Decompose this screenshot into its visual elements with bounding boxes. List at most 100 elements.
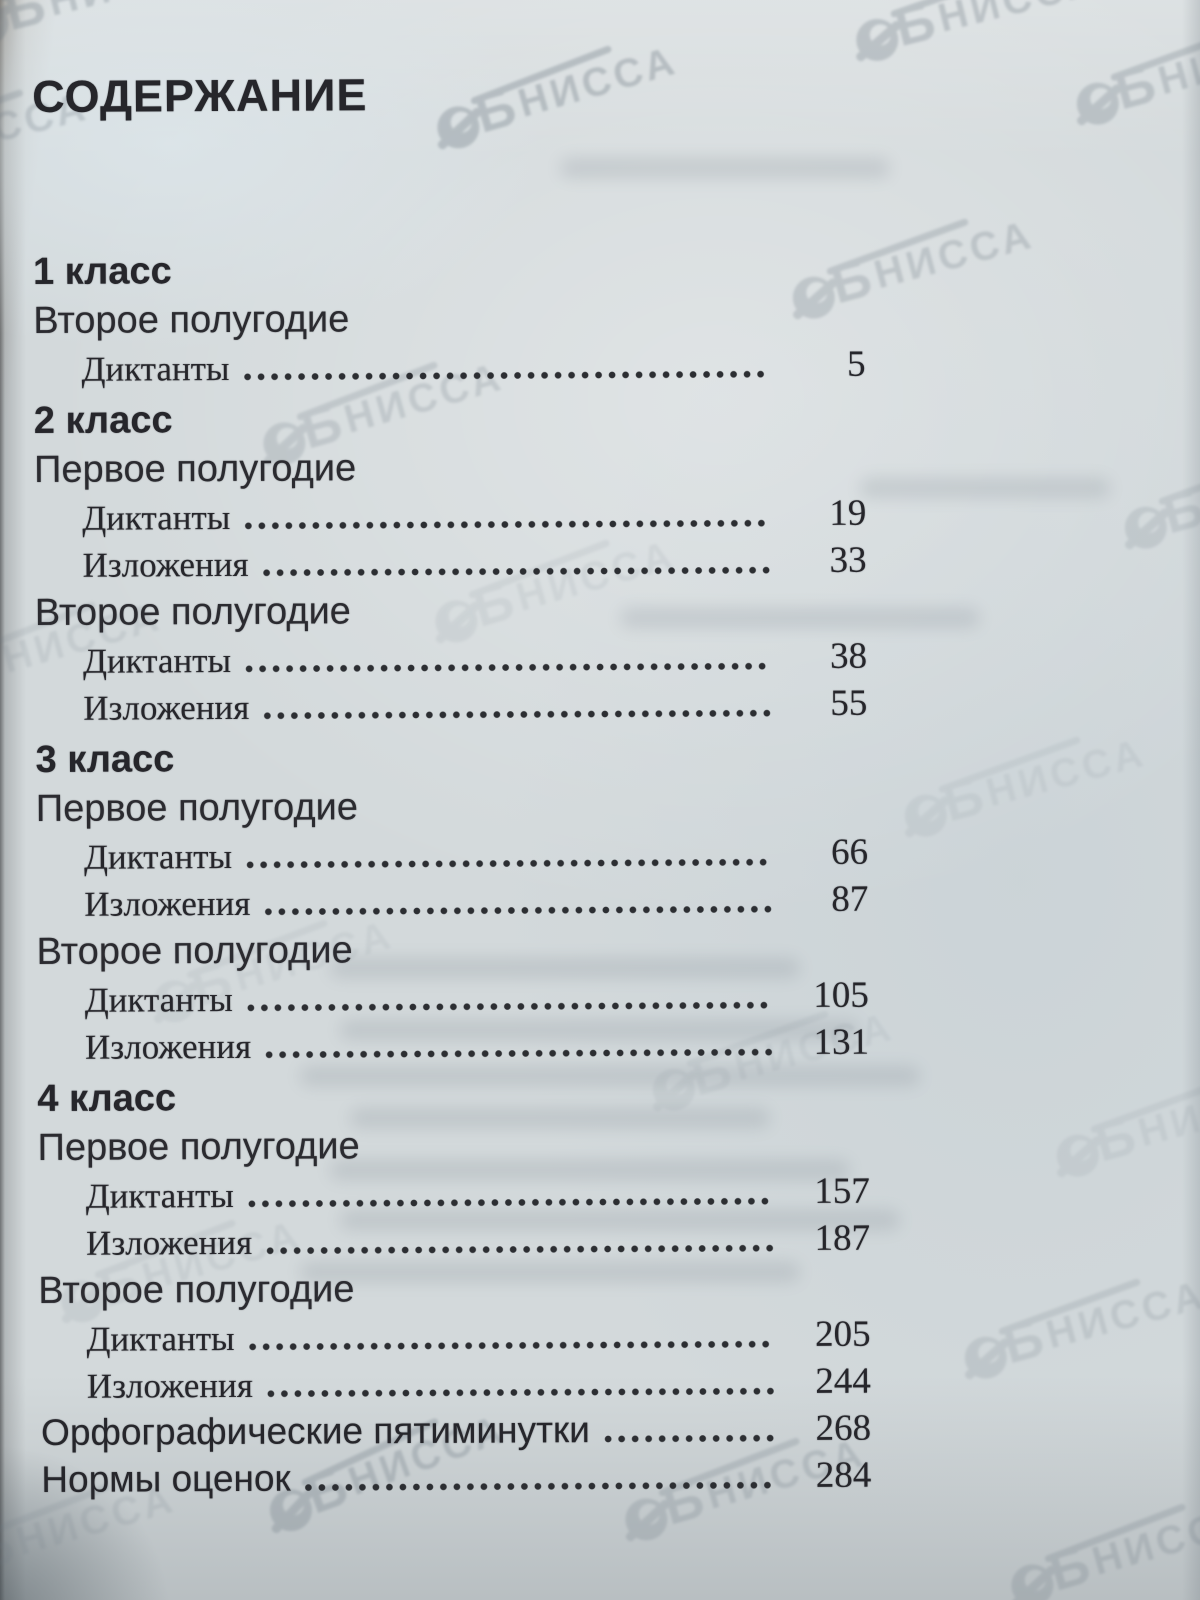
- toc-entry-label: Диктанты: [85, 1175, 234, 1216]
- toc-list: 1 класс Второе полугодие Диктанты 5 2 класс П…: [32, 234, 872, 1500]
- toc-entry: Изложения 33: [34, 532, 867, 585]
- toc-entry: Диктанты 205: [38, 1306, 871, 1359]
- toc-entry-page-number: 131: [813, 1021, 870, 1063]
- toc-entry-page-number: 19: [829, 492, 867, 534]
- showthrough-artifact: [330, 958, 800, 978]
- toc-entry-page-number: 66: [830, 831, 869, 873]
- toc-entry-page-number: 268: [815, 1407, 872, 1449]
- showthrough-artifact: [300, 1262, 800, 1282]
- nissa-logo-icon: Б: [1069, 23, 1200, 131]
- dot-leader: [262, 904, 773, 917]
- toc-entry-label: Изложения: [84, 883, 251, 924]
- dot-leader: [244, 1000, 773, 1013]
- semester-heading: Второе полугодие: [34, 590, 351, 634]
- grade-heading: 4 класс: [37, 1077, 177, 1120]
- toc-entry-page-number: 38: [829, 635, 868, 677]
- showthrough-artifact: [350, 1108, 770, 1128]
- watermark-text: НИССА: [934, 0, 1103, 41]
- showthrough-artifact: [300, 1066, 920, 1086]
- nissa-logo-icon: Б: [0, 1482, 111, 1594]
- toc-entry: Изложения 55: [35, 675, 868, 728]
- watermark-text: НИССА: [1153, 18, 1200, 104]
- dot-leader: [601, 1433, 776, 1445]
- semester-heading: Второе полугодие: [36, 929, 353, 973]
- toc-entry-page-number: 157: [814, 1170, 870, 1212]
- toc-entry: Изложения 187: [38, 1210, 871, 1263]
- toc-entry: Орфографические пятиминутки 268: [39, 1400, 872, 1453]
- toc-entry-label: Изложения: [84, 1026, 252, 1067]
- semester-heading: Первое полугодие: [33, 447, 357, 491]
- dot-leader: [260, 565, 771, 578]
- toc-entry-label: Изложения: [86, 1222, 253, 1263]
- page-title: СОДЕРЖАНИЕ: [31, 69, 368, 122]
- showthrough-artifact: [860, 478, 1110, 498]
- toc-entry: Диктанты 5: [33, 336, 865, 389]
- watermark-text: НИССА: [1041, 1272, 1200, 1358]
- nissa-logo-icon: Б: [1049, 1075, 1200, 1183]
- watermark-text: НИССА: [1133, 1070, 1200, 1156]
- toc-entry-page-number: 55: [830, 682, 868, 724]
- showthrough-artifact: [330, 1160, 850, 1180]
- dot-leader: [246, 1339, 775, 1352]
- toc-entry-label: Диктанты: [83, 836, 233, 877]
- dot-leader: [264, 1243, 775, 1256]
- nissa-logo-icon: Б: [1117, 447, 1200, 555]
- toc-entry-label: Диктанты: [86, 1318, 235, 1359]
- toc-entry: Изложения 131: [37, 1014, 870, 1067]
- toc-entry: Диктанты 157: [38, 1163, 870, 1216]
- grade-heading: 3 класс: [35, 738, 175, 781]
- toc-entry: Изложения 244: [39, 1353, 871, 1406]
- semester-heading: Первое полугодие: [37, 1125, 360, 1169]
- dot-leader: [244, 857, 773, 870]
- nissa-logo-icon: Б: [1003, 1502, 1187, 1600]
- dot-leader: [241, 369, 770, 382]
- showthrough-artifact: [620, 608, 980, 628]
- toc-entry-label: Диктанты: [82, 640, 232, 681]
- toc-entry-page-number: 33: [829, 539, 867, 581]
- dot-leader: [261, 708, 772, 721]
- toc-entry-page-number: 205: [815, 1313, 871, 1355]
- watermark-text: НИССА: [869, 212, 1039, 298]
- toc-entry-page-number: 284: [815, 1454, 872, 1496]
- toc-entry-label: Изложения: [82, 544, 249, 585]
- toc-entry-page-number: 187: [814, 1217, 871, 1259]
- toc-entry-label: Изложения: [83, 687, 250, 728]
- grade-heading: 1 класс: [32, 250, 172, 293]
- dot-leader: [264, 1386, 775, 1399]
- toc-entry-label: Диктанты: [82, 497, 231, 538]
- nissa-logo-icon: Б: [957, 1277, 1142, 1385]
- showthrough-artifact: [340, 1210, 900, 1230]
- semester-heading: Второе полугодие: [38, 1268, 355, 1312]
- toc-entry-label: Нормы оценок: [41, 1457, 291, 1500]
- watermark-text: НИССА: [44, 0, 213, 25]
- toc-entry: Нормы оценок 284: [39, 1447, 872, 1500]
- toc-entry: Диктанты 38: [35, 628, 868, 681]
- toc-entry-label: Изложения: [86, 1365, 253, 1406]
- toc-entry: Диктанты 19: [34, 485, 867, 538]
- toc-entry-label: Орфографические пятиминутки: [41, 1409, 590, 1453]
- toc-entry-page-number: 87: [831, 878, 869, 920]
- showthrough-artifact: [340, 1020, 860, 1040]
- nissa-logo-icon: Б: [0, 600, 97, 712]
- dot-leader: [263, 1047, 774, 1060]
- semester-heading: Первое полугодие: [35, 786, 359, 830]
- showthrough-artifact: [560, 158, 890, 178]
- grade-heading: 2 класс: [33, 399, 173, 442]
- toc-entry: Диктанты 105: [37, 967, 869, 1020]
- toc-entry-page-number: 105: [813, 974, 869, 1016]
- dot-leader: [243, 661, 772, 674]
- toc-entry-label: Диктанты: [81, 348, 230, 389]
- toc-entry: Диктанты 66: [36, 824, 869, 877]
- dot-leader: [242, 518, 771, 531]
- nissa-logo-icon: Б: [897, 735, 1082, 843]
- dot-leader: [302, 1480, 776, 1493]
- toc-entry-label: Диктанты: [84, 979, 233, 1020]
- dot-leader: [245, 1196, 774, 1209]
- toc-entry: Изложения 87: [36, 871, 869, 924]
